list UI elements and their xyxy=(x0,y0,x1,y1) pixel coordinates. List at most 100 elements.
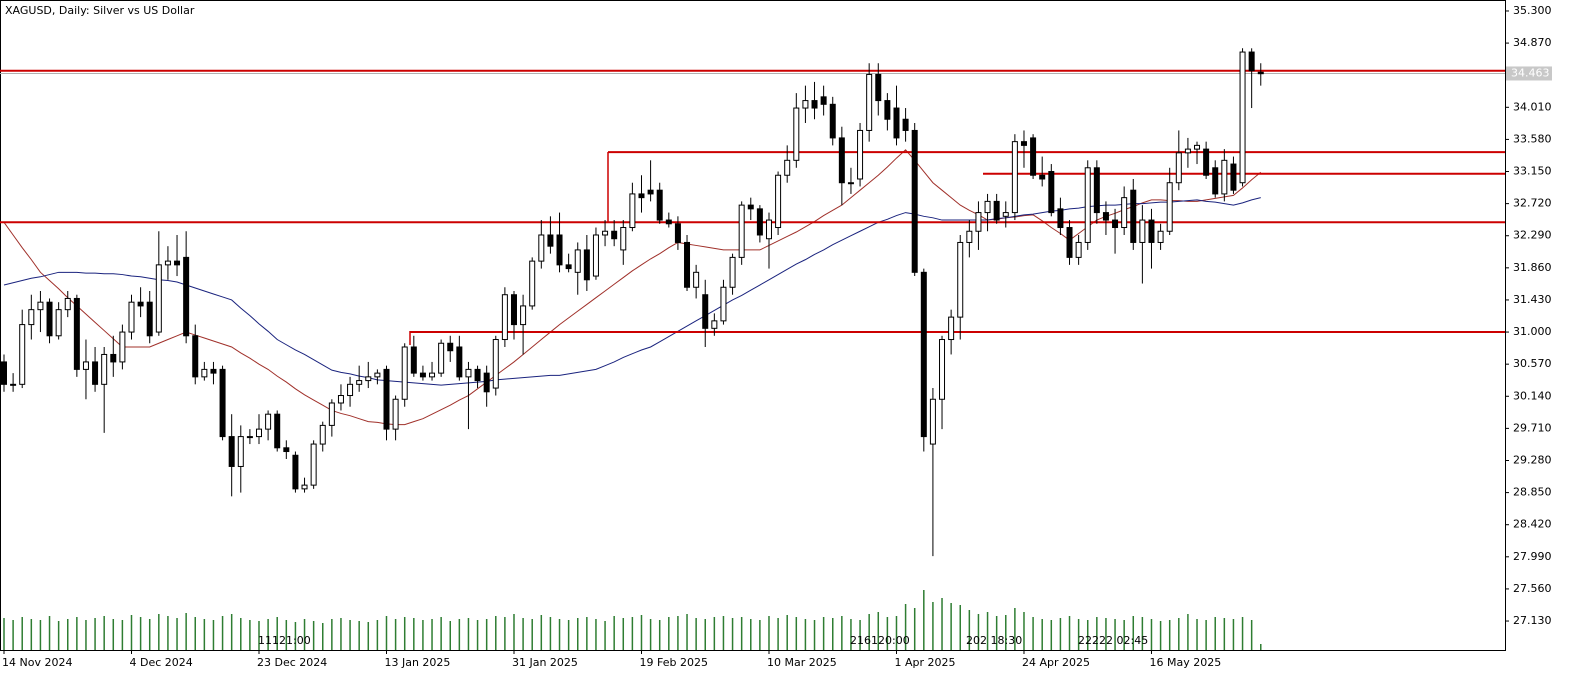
candle-body xyxy=(356,380,363,385)
y-tick-label: 27.990 xyxy=(1513,550,1552,563)
x-tick-label: 13 Jan 2025 xyxy=(384,656,450,669)
candle-body xyxy=(620,227,627,251)
candle-body xyxy=(1057,208,1064,229)
candle-body xyxy=(756,208,763,236)
y-tick-label: 31.000 xyxy=(1513,325,1552,338)
candle-body xyxy=(993,200,1000,221)
candle-body xyxy=(1230,163,1237,191)
last-price-box xyxy=(1506,66,1552,81)
candle-body xyxy=(602,230,609,236)
y-tick-label: 27.130 xyxy=(1513,614,1552,627)
candle-body xyxy=(729,256,736,288)
candle-body xyxy=(893,107,900,139)
candle-body xyxy=(164,260,171,266)
candle-body xyxy=(583,249,590,281)
candle-body xyxy=(857,129,864,180)
candle-body xyxy=(292,454,299,490)
candle-body xyxy=(401,346,408,400)
candle-body xyxy=(37,301,44,311)
y-tick-label: 30.570 xyxy=(1513,357,1552,370)
y-tick-label: 28.420 xyxy=(1513,518,1552,531)
candle-body xyxy=(720,286,727,322)
y-tick-label: 34.010 xyxy=(1513,100,1552,113)
candle-body xyxy=(866,73,873,131)
candle-body xyxy=(738,204,745,258)
y-tick-label: 33.580 xyxy=(1513,132,1552,145)
x-tick-label: 23 Dec 2024 xyxy=(257,656,327,669)
candle-body xyxy=(1,361,7,385)
candle-body xyxy=(310,443,317,486)
y-tick-label: 28.850 xyxy=(1513,486,1552,499)
candle-body xyxy=(829,103,836,139)
candle-body xyxy=(765,219,772,240)
candle-body xyxy=(638,193,645,199)
candle-body xyxy=(64,297,71,311)
candle-body xyxy=(556,234,563,266)
candle-body xyxy=(82,361,89,370)
candle-body xyxy=(255,428,262,438)
candle-body xyxy=(629,193,636,229)
candle-body xyxy=(10,383,17,386)
candle-body xyxy=(775,174,782,229)
candle-body xyxy=(674,223,681,243)
candle-body xyxy=(210,368,217,374)
y-tick-label: 32.290 xyxy=(1513,229,1552,242)
y-tick-label: 30.140 xyxy=(1513,389,1552,402)
x-tick-label: 14 Nov 2024 xyxy=(2,656,72,669)
candle-body xyxy=(319,424,326,445)
y-tick-label: 31.430 xyxy=(1513,293,1552,306)
candle-body xyxy=(374,372,381,378)
candle-body xyxy=(155,264,162,333)
candle-body xyxy=(1039,174,1046,180)
candle-body xyxy=(684,241,691,288)
candle-body xyxy=(1248,51,1255,72)
candle-body xyxy=(92,361,99,385)
candle-body xyxy=(784,159,791,176)
candle-body xyxy=(283,447,290,453)
candle-body xyxy=(747,204,754,210)
candle-body xyxy=(301,484,308,490)
time-annotation: 22222 02:45 xyxy=(1078,634,1148,647)
candle-body xyxy=(474,368,481,382)
candle-body xyxy=(429,372,436,378)
candle-body xyxy=(1066,227,1073,258)
y-tick-label: 32.720 xyxy=(1513,197,1552,210)
candle-body xyxy=(192,335,199,378)
candle-body xyxy=(1011,141,1018,214)
candle-body xyxy=(347,383,354,397)
candle-body xyxy=(975,212,982,232)
x-tick-label: 24 Apr 2025 xyxy=(1022,656,1090,669)
candle-body xyxy=(73,297,80,370)
candle-body xyxy=(465,368,472,378)
candle-body xyxy=(693,271,700,288)
candle-body xyxy=(929,398,936,445)
candle-body xyxy=(711,320,718,329)
candle-body xyxy=(884,100,891,120)
candle-body xyxy=(101,353,108,385)
candle-body xyxy=(565,264,572,270)
candle-body xyxy=(410,346,417,374)
candle-body xyxy=(611,230,618,240)
candle-body xyxy=(1194,144,1201,150)
candle-body xyxy=(1030,137,1037,176)
candle-body xyxy=(28,309,35,326)
candle-body xyxy=(966,230,973,243)
x-tick-label: 10 Mar 2025 xyxy=(767,656,837,669)
candle-body xyxy=(1221,159,1228,195)
candle-body xyxy=(119,331,126,363)
candle-body xyxy=(902,118,909,131)
x-tick-label: 19 Feb 2025 xyxy=(639,656,707,669)
candle-body xyxy=(274,413,281,449)
moving-average xyxy=(3,149,1262,426)
candle-body xyxy=(948,316,955,341)
candle-body xyxy=(1121,197,1128,229)
candle-body xyxy=(1130,189,1137,243)
candle-body xyxy=(984,200,991,214)
candle-body xyxy=(702,294,709,329)
candle-body xyxy=(665,219,672,225)
candle-body xyxy=(820,96,827,105)
y-tick-label: 27.560 xyxy=(1513,582,1552,595)
candle-body xyxy=(939,339,946,400)
candle-body xyxy=(574,249,581,273)
y-tick-label: 29.710 xyxy=(1513,421,1552,434)
